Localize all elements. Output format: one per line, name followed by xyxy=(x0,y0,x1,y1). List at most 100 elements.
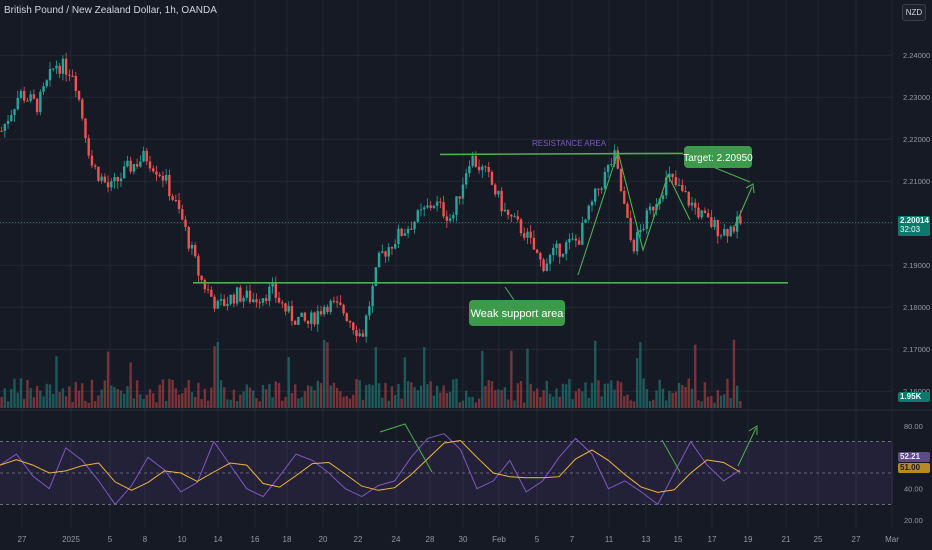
currency-button[interactable]: NZD xyxy=(902,4,926,21)
candle-body xyxy=(700,210,703,218)
volume-bar xyxy=(484,386,487,408)
candle-body xyxy=(513,216,516,218)
candle-body xyxy=(677,184,681,186)
volume-bar xyxy=(535,388,539,408)
candle-body xyxy=(639,229,642,233)
volume-bar xyxy=(268,383,271,408)
candle-body xyxy=(171,196,174,201)
volume-bar xyxy=(477,398,481,408)
volume-bar xyxy=(164,400,168,408)
x-tick-label: 11 xyxy=(605,535,614,544)
candle-body xyxy=(119,178,123,182)
candle-body xyxy=(177,200,181,210)
candle-body xyxy=(510,214,513,217)
price-candles xyxy=(0,52,742,343)
volume-bar xyxy=(390,386,394,408)
candle-body xyxy=(364,315,368,337)
candle-body xyxy=(635,232,639,252)
volume-bar xyxy=(339,391,342,408)
volume-bar xyxy=(206,400,210,408)
candle-body xyxy=(516,216,519,220)
volume-bar xyxy=(193,396,197,408)
volume-bar xyxy=(187,379,190,408)
candle-body xyxy=(571,238,574,240)
candle-body xyxy=(455,196,458,216)
candle-body xyxy=(600,188,603,190)
volume-bar xyxy=(606,383,610,408)
candle-body xyxy=(293,320,297,325)
volume-bar xyxy=(0,396,3,408)
candle-body xyxy=(723,228,726,236)
volume-bar xyxy=(277,383,281,408)
volume-bar xyxy=(281,400,284,408)
x-tick-label: 28 xyxy=(426,535,435,544)
volume-bar xyxy=(316,380,319,408)
candle-body xyxy=(106,182,110,188)
candle-body xyxy=(229,294,232,304)
rsi-line xyxy=(0,433,741,506)
candle-body xyxy=(158,174,161,176)
candle-body xyxy=(519,219,523,234)
volume-bar xyxy=(216,341,219,408)
volume-bar xyxy=(87,402,90,408)
volume-bar xyxy=(190,391,194,408)
candle-body xyxy=(77,90,81,100)
y-tick-label: 2.23000 xyxy=(903,93,930,102)
candle-body xyxy=(132,164,136,172)
x-tick-label: 30 xyxy=(459,535,468,544)
candle-body xyxy=(42,86,45,92)
x-tick-label: 14 xyxy=(214,535,223,544)
candle-body xyxy=(216,300,219,309)
candle-body xyxy=(84,118,87,139)
grid xyxy=(0,0,932,528)
candle-body xyxy=(471,155,474,167)
volume-bar xyxy=(335,388,339,408)
candle-body xyxy=(145,150,148,162)
volume-bar xyxy=(184,387,187,408)
volume-bar xyxy=(503,387,507,408)
x-tick-label: 25 xyxy=(814,535,823,544)
support-callout-pointer xyxy=(504,286,515,301)
x-tick-label: 21 xyxy=(782,535,791,544)
volume-bar xyxy=(726,378,729,408)
candle-body xyxy=(45,80,48,87)
candle-body xyxy=(500,190,503,212)
candle-body xyxy=(97,166,100,181)
candle-body xyxy=(116,177,119,182)
volume-bar xyxy=(671,392,674,408)
volume-bar xyxy=(571,399,574,408)
countdown-value: 32:03 xyxy=(900,225,921,234)
candle-body xyxy=(413,221,416,230)
candle-body xyxy=(281,302,284,304)
volume-bar xyxy=(432,395,436,408)
volume-bar xyxy=(548,393,552,408)
volume-bar xyxy=(687,378,690,408)
volume-bar xyxy=(252,390,255,408)
volume-bar xyxy=(419,385,423,408)
candle-body xyxy=(735,216,739,232)
candle-body xyxy=(339,302,342,305)
candle-body xyxy=(248,290,252,303)
volume-bar xyxy=(52,394,55,408)
volume-bar xyxy=(581,391,584,408)
volume-bar xyxy=(132,398,136,408)
rsi-value-tag-b: 51.00 xyxy=(898,463,930,473)
volume-bar xyxy=(177,394,181,408)
volume-bar xyxy=(71,402,74,408)
candle-body xyxy=(703,210,707,214)
candle-body xyxy=(184,219,187,227)
volume-bar xyxy=(552,396,555,408)
candle-body xyxy=(610,164,613,166)
volume-bar xyxy=(539,397,542,408)
candle-body xyxy=(648,206,652,211)
candle-body xyxy=(590,201,594,206)
candle-body xyxy=(16,97,19,110)
volume-bar xyxy=(555,388,558,408)
candle-body xyxy=(452,215,455,219)
support-label: Weak support area xyxy=(471,308,565,320)
volume-bar xyxy=(639,342,642,408)
x-tick-label: Feb xyxy=(492,535,506,544)
candle-body xyxy=(529,231,532,238)
candle-body xyxy=(74,76,78,91)
volume-bar xyxy=(84,400,87,408)
